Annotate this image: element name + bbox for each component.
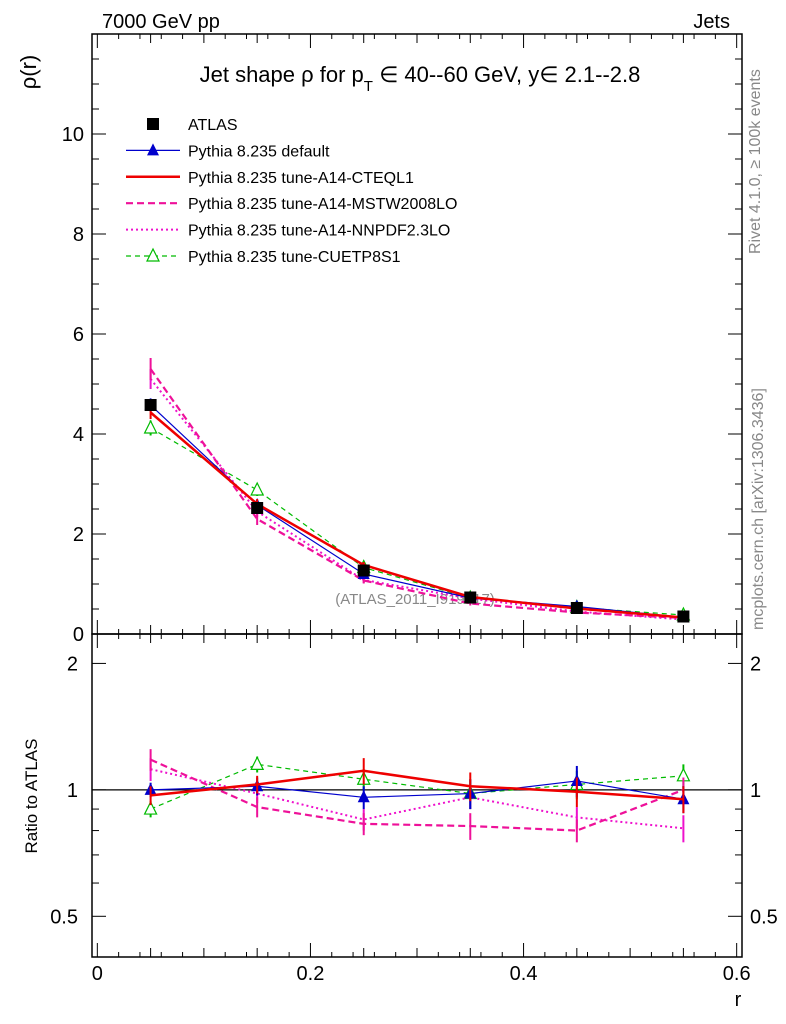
rivet-label: Rivet 4.1.0, ≥ 100k events xyxy=(747,69,764,254)
x-tick-label: 0.6 xyxy=(723,963,751,985)
ratio-y-tick-label: 2 xyxy=(67,653,78,675)
legend-label: Pythia 8.235 tune-A14-NNPDF2.3LO xyxy=(188,223,450,240)
legend: ATLAS Pythia 8.235 default Pythia 8.235 tu… xyxy=(126,117,457,266)
x-tick-labels: 0 0.2 0.4 0.6 xyxy=(92,963,751,985)
series-line xyxy=(150,427,684,616)
ratio-line xyxy=(150,769,684,801)
ratio-series-3 xyxy=(149,758,685,843)
legend-marker xyxy=(147,118,159,130)
header-energy: 7000 GeV pp xyxy=(102,11,220,33)
ratio-y-tick-label-right: 2 xyxy=(750,653,761,675)
main-y-tick-labels: 0 2 4 6 8 10 xyxy=(62,124,84,646)
legend-marker xyxy=(146,247,160,262)
title-part-d: ∈ 2.1--2.8 xyxy=(539,62,640,87)
legend-marker xyxy=(147,143,159,156)
data-point xyxy=(677,610,690,623)
title-part-a: Jet shape xyxy=(200,62,302,87)
data-point xyxy=(570,602,583,614)
x-axis-label: r xyxy=(735,989,742,1011)
legend-label: ATLAS xyxy=(188,117,238,134)
ratio-series xyxy=(143,749,691,843)
ratio-y-label: Ratio to ATLAS xyxy=(22,739,41,854)
mcplots-label: mcplots.cern.ch [arXiv:1306.3436] xyxy=(750,388,767,630)
header-category: Jets xyxy=(693,11,730,33)
main-y-tick-label: 2 xyxy=(73,524,84,546)
ratio-y-tick-labels: 0.5 0.5 1 1 2 2 xyxy=(50,653,778,928)
ratio-line xyxy=(150,768,684,830)
legend-label: Pythia 8.235 tune-CUETP8S1 xyxy=(188,249,401,266)
ratio-series-1 xyxy=(149,758,685,814)
ratio-y-tick-label: 0.5 xyxy=(50,906,78,928)
ratio-y-tick-label: 1 xyxy=(67,780,78,802)
main-y-tick-label: 4 xyxy=(73,424,84,446)
x-tick-label: 0 xyxy=(92,963,103,985)
series-0 xyxy=(144,399,690,623)
legend-label: Pythia 8.235 tune-A14-MSTW2008LO xyxy=(188,196,457,213)
mc-point xyxy=(250,481,265,496)
legend-label: Pythia 8.235 default xyxy=(188,143,330,160)
x-tick-label: 0.2 xyxy=(297,963,325,985)
ratio-point xyxy=(250,756,265,770)
main-title: Jet shape ρ for pT ∈ 40--60 GeV, y∈ 2.1-… xyxy=(200,62,641,95)
ratio-point xyxy=(357,790,370,803)
data-point xyxy=(464,591,477,604)
ratio-line xyxy=(150,758,684,832)
title-rho: ρ xyxy=(301,62,314,87)
mc-point xyxy=(143,419,158,434)
series-line xyxy=(149,411,684,619)
title-part-b: for p xyxy=(314,62,364,87)
main-panel: 0 2 4 6 8 10 ρ(r) Jet shape ρ for pT ∈ 40--60… xyxy=(16,33,743,646)
legend-label: Pythia 8.235 tune-A14-CTEQL1 xyxy=(188,170,414,187)
ratio-y-tick-label-right: 0.5 xyxy=(750,906,778,928)
title-part-c: ∈ 40--60 GeV, y xyxy=(373,62,539,87)
main-y-tick-label: 6 xyxy=(73,324,84,346)
ratio-y-tick-label-right: 1 xyxy=(750,780,761,802)
ratio-series-2 xyxy=(149,749,685,843)
ratio-panel: 0.5 0.5 1 1 2 2 0 0.2 0.4 0.6 Ratio to ATLAS r xyxy=(22,633,778,1011)
main-y-tick-label: 8 xyxy=(73,224,84,246)
analysis-watermark: (ATLAS_2011_I919017) xyxy=(335,591,495,608)
main-y-label: ρ(r) xyxy=(16,55,41,90)
series-line xyxy=(149,378,684,621)
main-axis-ticks xyxy=(92,34,742,635)
data-point xyxy=(251,502,264,514)
ratio-point xyxy=(143,800,158,815)
main-series xyxy=(143,358,691,623)
title-subscript: T xyxy=(364,78,373,95)
main-y-tick-label: 10 xyxy=(62,124,84,146)
data-point xyxy=(357,564,370,577)
x-tick-label: 0.4 xyxy=(510,963,538,985)
series-line xyxy=(149,368,684,620)
series-2 xyxy=(149,406,685,619)
data-point xyxy=(144,399,157,411)
main-y-tick-label: 0 xyxy=(73,624,84,646)
series-line xyxy=(150,404,684,619)
